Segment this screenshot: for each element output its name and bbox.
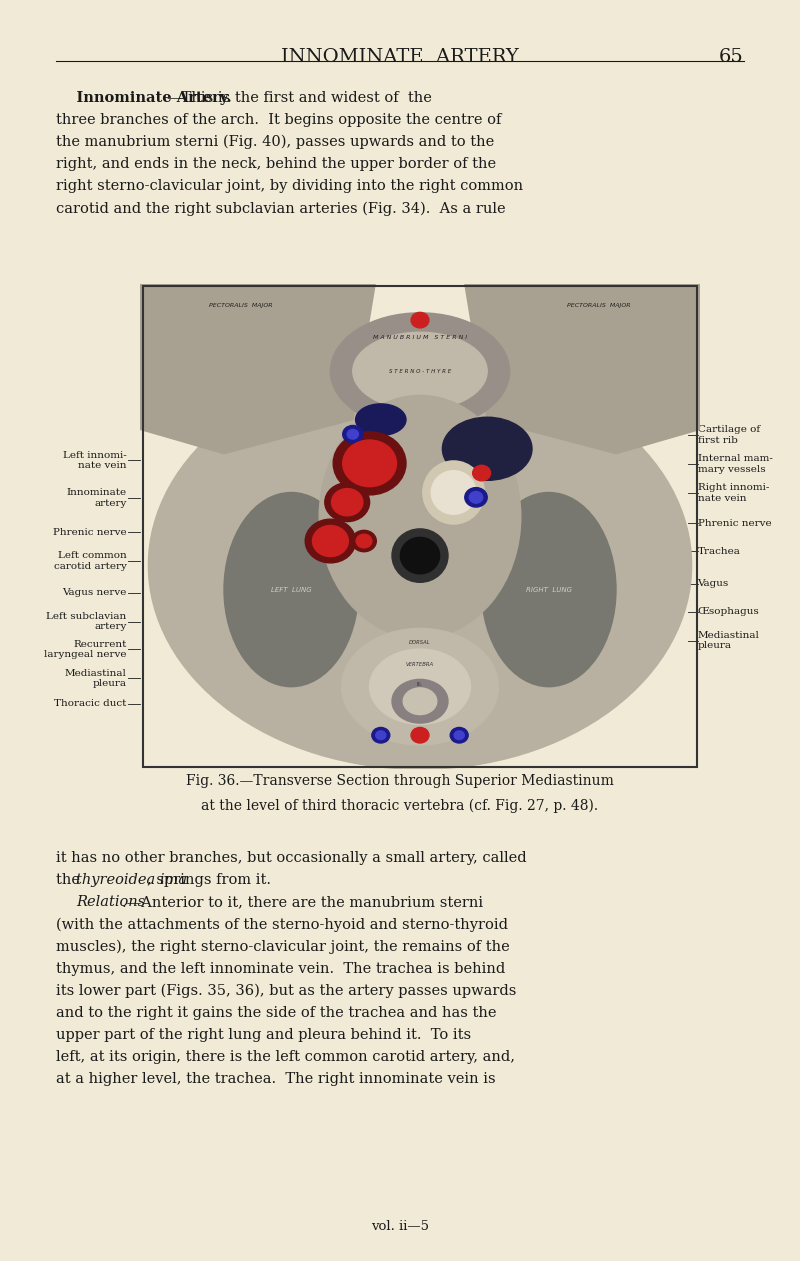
Text: VERTEBRA: VERTEBRA (406, 662, 434, 667)
Circle shape (411, 313, 429, 328)
Text: at the level of third thoracic vertebra (cf. Fig. 27, p. 48).: at the level of third thoracic vertebra … (202, 798, 598, 812)
Circle shape (334, 431, 406, 494)
Text: Phrenic nerve: Phrenic nerve (53, 527, 126, 537)
Polygon shape (140, 284, 375, 454)
Text: Left common
carotid artery: Left common carotid artery (54, 551, 126, 571)
Text: at a higher level, the trachea.  The right innominate vein is: at a higher level, the trachea. The righ… (56, 1072, 496, 1086)
Ellipse shape (392, 680, 448, 723)
Text: Fig. 36.—Transverse Section through Superior Mediastinum: Fig. 36.—Transverse Section through Supe… (186, 774, 614, 788)
Text: thymus, and the left innominate vein.  The trachea is behind: thymus, and the left innominate vein. Th… (56, 962, 506, 976)
Circle shape (342, 440, 397, 487)
Text: INNOMINATE  ARTERY: INNOMINATE ARTERY (281, 48, 519, 66)
Text: , springs from it.: , springs from it. (146, 873, 270, 888)
Text: Mediastinal
pleura: Mediastinal pleura (698, 630, 759, 651)
Text: Recurrent
laryngeal nerve: Recurrent laryngeal nerve (44, 639, 126, 660)
Ellipse shape (422, 462, 485, 525)
Text: PECTORALIS  MAJOR: PECTORALIS MAJOR (209, 303, 273, 308)
Text: carotid and the right subclavian arteries (Fig. 34).  As a rule: carotid and the right subclavian arterie… (56, 200, 506, 216)
Text: PECTORALIS  MAJOR: PECTORALIS MAJOR (567, 303, 631, 308)
Text: —This is the first and widest of  the: —This is the first and widest of the (167, 91, 432, 105)
Ellipse shape (403, 689, 437, 715)
Text: III.: III. (417, 682, 423, 687)
Text: .—Anterior to it, there are the manubrium sterni: .—Anterior to it, there are the manubriu… (122, 895, 483, 909)
Text: three branches of the arch.  It begins opposite the centre of: three branches of the arch. It begins op… (56, 112, 502, 127)
Text: right sterno-clavicular joint, by dividing into the right common: right sterno-clavicular joint, by dividi… (56, 179, 523, 193)
Text: Mediastinal
pleura: Mediastinal pleura (65, 668, 126, 689)
Text: Left innomi-
nate vein: Left innomi- nate vein (62, 450, 126, 470)
Circle shape (372, 728, 390, 743)
Circle shape (450, 728, 468, 743)
Text: its lower part (Figs. 35, 36), but as the artery passes upwards: its lower part (Figs. 35, 36), but as th… (56, 984, 516, 997)
Text: DORSAL: DORSAL (409, 641, 431, 646)
Circle shape (352, 531, 376, 552)
Ellipse shape (442, 417, 532, 480)
Polygon shape (465, 284, 700, 454)
Ellipse shape (370, 649, 470, 724)
Text: muscles), the right sterno-clavicular joint, the remains of the: muscles), the right sterno-clavicular jo… (56, 939, 510, 953)
Text: Cartilage of
first rib: Cartilage of first rib (698, 425, 760, 445)
Ellipse shape (482, 493, 616, 687)
Circle shape (465, 488, 487, 507)
Text: Relations: Relations (76, 895, 145, 909)
Text: M A N U B R I U M   S T E R N I: M A N U B R I U M S T E R N I (373, 334, 467, 339)
Ellipse shape (149, 362, 691, 769)
Circle shape (306, 520, 355, 562)
Text: Œsophagus: Œsophagus (698, 607, 759, 617)
Text: 65: 65 (719, 48, 744, 66)
Text: Phrenic nerve: Phrenic nerve (698, 518, 771, 528)
Text: Innominate
artery: Innominate artery (66, 488, 126, 508)
Text: Innominate Artery.: Innominate Artery. (56, 91, 232, 105)
Text: right, and ends in the neck, behind the upper border of the: right, and ends in the neck, behind the … (56, 156, 496, 171)
Circle shape (470, 492, 482, 503)
Ellipse shape (330, 313, 510, 429)
Ellipse shape (342, 628, 498, 745)
Text: Trachea: Trachea (698, 546, 741, 556)
Text: LEFT  LUNG: LEFT LUNG (271, 586, 311, 593)
Circle shape (325, 483, 370, 522)
Text: the: the (56, 873, 85, 888)
Text: RIGHT  LUNG: RIGHT LUNG (526, 586, 572, 593)
Text: Vagus nerve: Vagus nerve (62, 588, 126, 598)
Circle shape (347, 429, 358, 439)
Circle shape (376, 731, 386, 740)
Ellipse shape (353, 332, 487, 410)
Text: Internal mam-
mary vessels: Internal mam- mary vessels (698, 454, 773, 474)
Text: it has no other branches, but occasionally a small artery, called: it has no other branches, but occasional… (56, 851, 526, 865)
Circle shape (411, 728, 429, 743)
Circle shape (356, 535, 372, 547)
Ellipse shape (224, 493, 358, 687)
Text: vol. ii—5: vol. ii—5 (371, 1221, 429, 1233)
Text: and to the right it gains the side of the trachea and has the: and to the right it gains the side of th… (56, 1006, 497, 1020)
Circle shape (473, 465, 490, 480)
Text: Vagus: Vagus (698, 579, 729, 589)
Text: (with the attachments of the sterno-hyoid and sterno-thyroid: (with the attachments of the sterno-hyoi… (56, 918, 508, 932)
Ellipse shape (392, 528, 448, 583)
Text: Thoracic duct: Thoracic duct (54, 699, 126, 709)
Ellipse shape (355, 404, 406, 435)
Text: S T E R N O - T H Y R E: S T E R N O - T H Y R E (389, 368, 451, 373)
Text: the manubrium sterni (Fig. 40), passes upwards and to the: the manubrium sterni (Fig. 40), passes u… (56, 135, 494, 149)
Circle shape (342, 425, 363, 443)
Ellipse shape (400, 537, 440, 574)
Ellipse shape (319, 396, 521, 638)
Circle shape (331, 488, 363, 516)
Ellipse shape (431, 470, 476, 514)
Text: Left subclavian
artery: Left subclavian artery (46, 612, 126, 632)
Text: thyreoidea ima: thyreoidea ima (76, 873, 187, 888)
Text: upper part of the right lung and pleura behind it.  To its: upper part of the right lung and pleura … (56, 1028, 471, 1042)
Circle shape (313, 526, 348, 556)
Text: Right innomi-
nate vein: Right innomi- nate vein (698, 483, 769, 503)
Text: left, at its origin, there is the left common carotid artery, and,: left, at its origin, there is the left c… (56, 1050, 515, 1064)
Circle shape (454, 731, 464, 740)
